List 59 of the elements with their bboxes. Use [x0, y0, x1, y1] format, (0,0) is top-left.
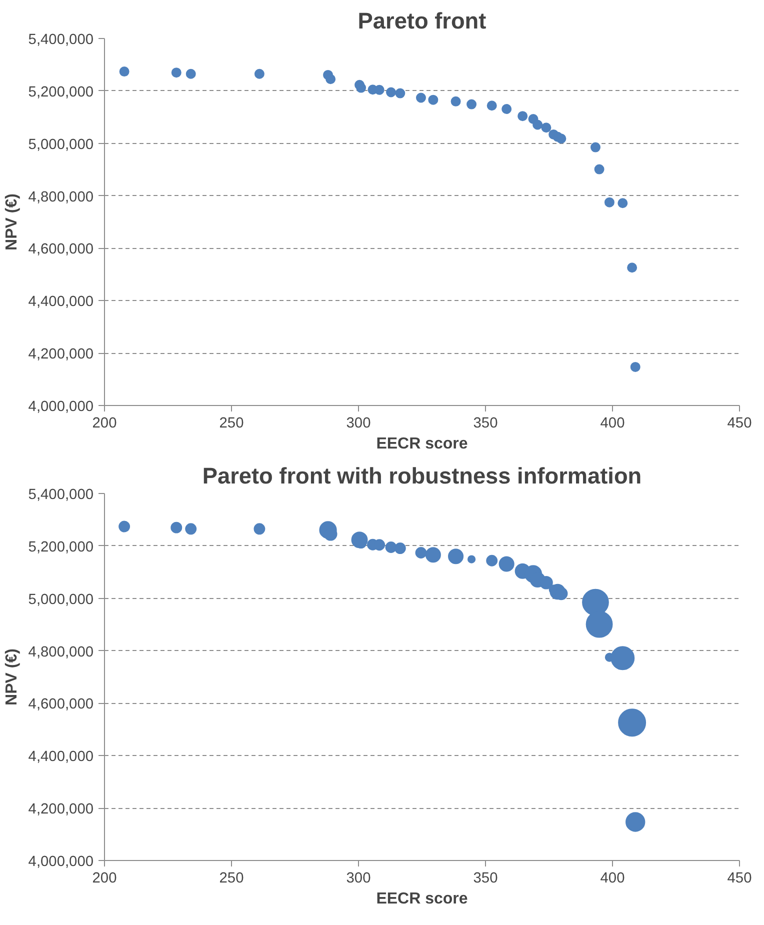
y-tick-label: 4,200,000: [28, 802, 94, 818]
point: [395, 88, 406, 98]
x-tick-label: 400: [600, 416, 625, 432]
point: [186, 68, 196, 79]
point: [416, 92, 426, 103]
y-tick-label: 4,200,000: [28, 346, 94, 363]
point: [532, 120, 543, 130]
y-tick-label: 5,200,000: [28, 539, 94, 556]
point: [326, 74, 336, 84]
point: [119, 66, 130, 77]
x-tick-label: 450: [727, 416, 752, 432]
point: [356, 82, 366, 93]
point: [386, 87, 396, 98]
x-tick-label: 350: [473, 416, 498, 432]
y-tick-label: 5,400,000: [28, 487, 94, 503]
point: [254, 68, 264, 79]
x-tick-label: 400: [600, 870, 625, 886]
y-tick-label: 4,800,000: [28, 644, 94, 660]
point: [466, 99, 477, 110]
y-tick-label: 4,400,000: [28, 749, 94, 766]
point: [450, 96, 461, 106]
x-axis-title: EECR score: [376, 436, 468, 452]
point: [604, 197, 614, 208]
chart-title: Pareto front with robustness information: [202, 462, 642, 488]
y-tick-label: 5,000,000: [28, 136, 94, 153]
point: [502, 104, 512, 114]
y-axis-title: NPV (€): [3, 194, 20, 250]
x-tick-label: 250: [219, 870, 244, 886]
y-tick-label: 5,200,000: [28, 84, 94, 100]
y-axis-title: NPV (€): [3, 648, 20, 706]
y-tick-label: 5,400,000: [28, 32, 94, 48]
point: [630, 362, 640, 372]
x-tick-label: 200: [92, 870, 117, 886]
chart-title: Pareto front: [358, 8, 487, 34]
point: [556, 134, 566, 144]
x-tick-label: 250: [219, 416, 244, 432]
y-tick-label: 4,000,000: [28, 854, 94, 870]
y-tick-label: 4,600,000: [28, 696, 94, 713]
y-tick-label: 4,600,000: [28, 242, 94, 258]
point: [594, 164, 604, 174]
x-tick-label: 200: [92, 416, 117, 432]
x-tick-label: 300: [346, 870, 371, 886]
x-axis-title: EECR score: [376, 890, 468, 908]
point: [171, 68, 182, 78]
point: [428, 94, 438, 105]
x-tick-label: 450: [727, 870, 752, 886]
point: [374, 84, 384, 95]
point: [518, 111, 528, 122]
point: [486, 100, 497, 111]
point: [541, 122, 552, 133]
y-tick-label: 4,000,000: [28, 399, 94, 415]
x-tick-label: 300: [346, 416, 371, 432]
point: [627, 262, 638, 273]
x-tick-label: 350: [473, 870, 498, 886]
y-tick-label: 4,400,000: [28, 294, 94, 310]
y-tick-label: 4,800,000: [28, 189, 94, 206]
point: [590, 142, 600, 152]
y-tick-label: 5,000,000: [28, 592, 94, 608]
point: [618, 198, 628, 208]
